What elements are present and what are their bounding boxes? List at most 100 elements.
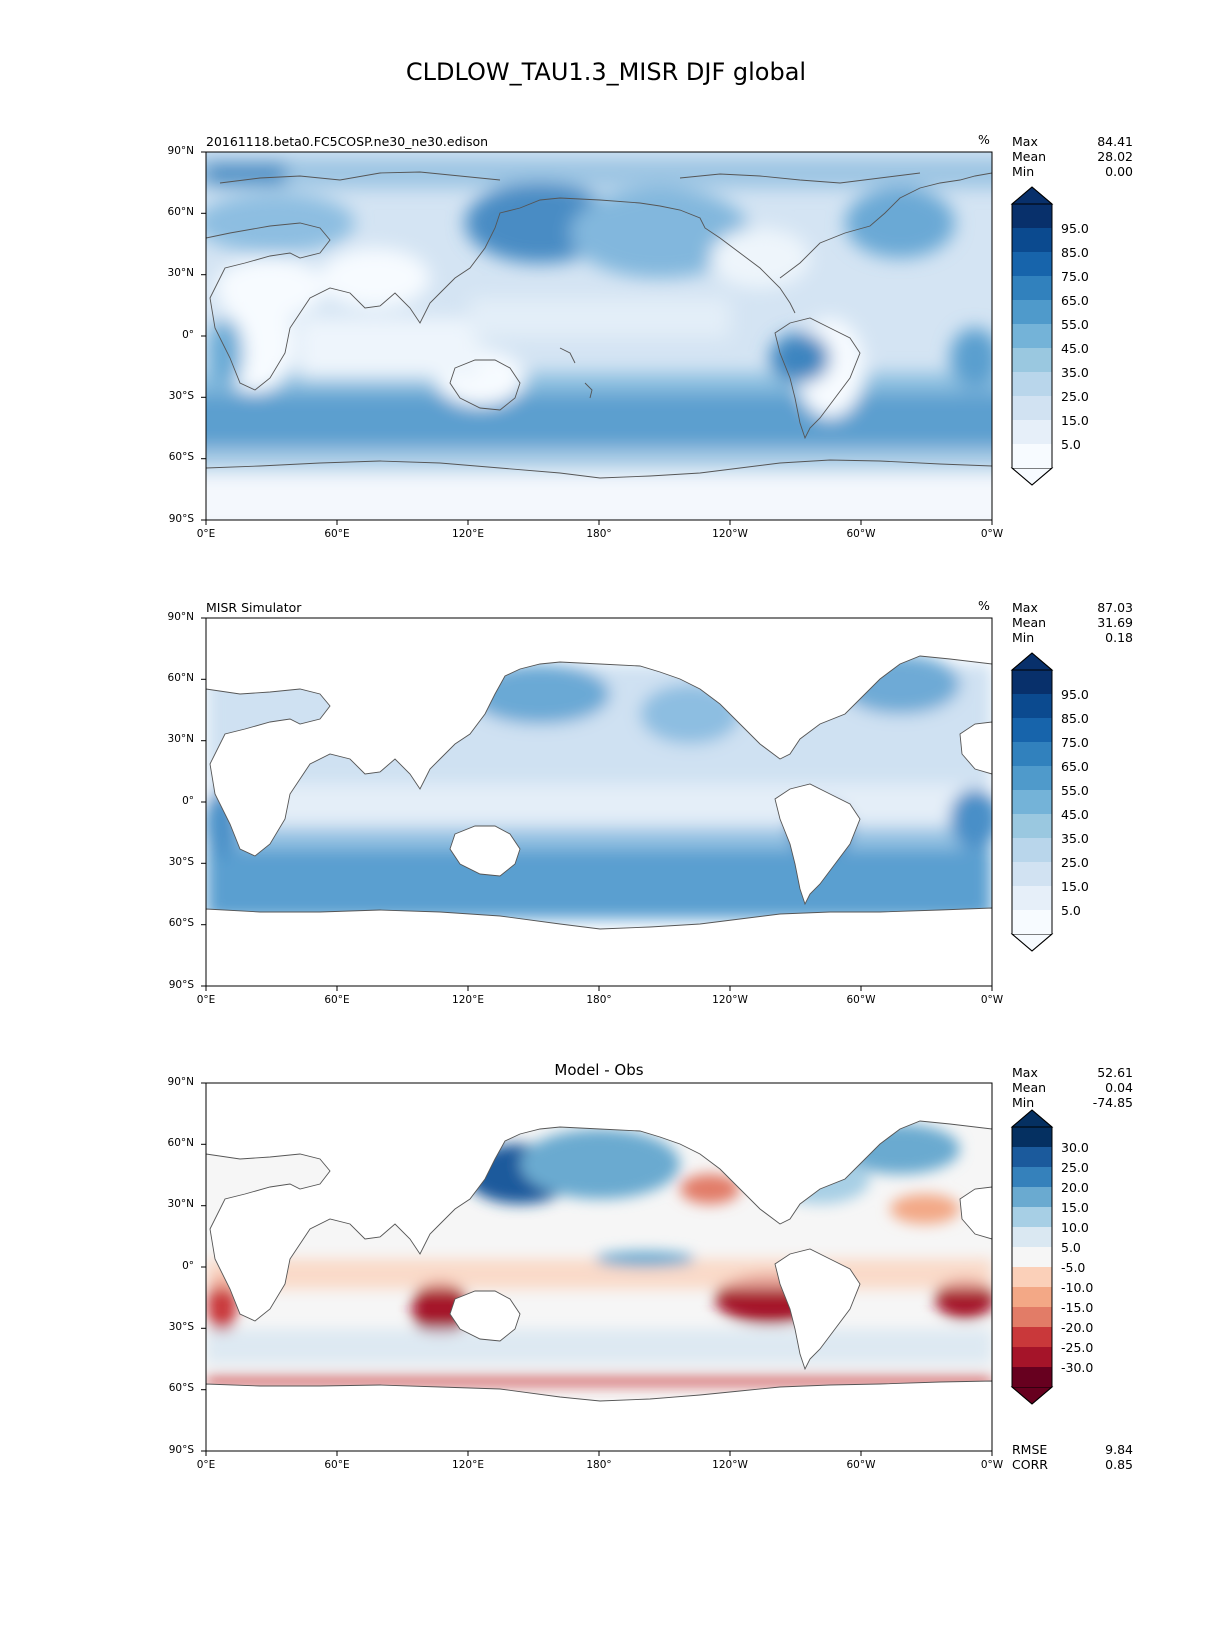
panel-model: 20161118.beta0.FC5COSP.ne30_ne30.edison …: [0, 128, 1212, 568]
stat-value-corr: 0.85: [1105, 1457, 1133, 1472]
stat-label-mean: Mean: [1012, 1080, 1047, 1095]
colorbar-label: 75.0: [1061, 735, 1089, 750]
colorbar-label: 85.0: [1061, 711, 1089, 726]
colorbar-label: -5.0: [1061, 1260, 1086, 1275]
lon-tick: 0°W: [980, 1459, 1004, 1471]
colorbar-label: 55.0: [1061, 783, 1089, 798]
stat-value-max: 87.03: [1097, 600, 1133, 615]
colorbar-label: 35.0: [1061, 831, 1089, 846]
colorbar-label: 15.0: [1061, 879, 1089, 894]
lon-tick: 0°E: [196, 1459, 216, 1471]
stat-value-min: 0.18: [1105, 630, 1133, 645]
colorbar-label: 95.0: [1061, 687, 1089, 702]
stat-value-rmse: 9.84: [1105, 1442, 1133, 1457]
colorbar-label: 35.0: [1061, 365, 1089, 380]
colorbar-model: [1010, 186, 1054, 486]
lat-tick: 90°N: [167, 145, 194, 157]
panel-left-title: 20161118.beta0.FC5COSP.ne30_ne30.edison: [206, 134, 489, 149]
map-plot-obs: [201, 617, 1054, 991]
lat-tick: 90°S: [168, 513, 194, 525]
lon-tick: 180°: [586, 1459, 612, 1471]
lat-tick: 30°S: [168, 1321, 194, 1333]
lon-tick: 120°W: [712, 1459, 748, 1471]
colorbar-diff: [1010, 1109, 1054, 1405]
colorbar-obs: [1010, 652, 1054, 952]
stat-label-max: Max: [1012, 600, 1038, 615]
colorbar-label: -20.0: [1061, 1320, 1094, 1335]
stat-value-mean: 31.69: [1097, 615, 1133, 630]
lon-tick: 60°E: [324, 994, 350, 1006]
colorbar-label: 95.0: [1061, 221, 1089, 236]
colorbar-label: 45.0: [1061, 807, 1089, 822]
colorbar-label: 10.0: [1061, 1220, 1089, 1235]
colorbar-label: 25.0: [1061, 1160, 1089, 1175]
lat-tick: 90°N: [167, 611, 194, 623]
stat-label-min: Min: [1012, 1095, 1035, 1110]
colorbar-label: 85.0: [1061, 245, 1089, 260]
lon-tick: 0°W: [980, 528, 1004, 540]
lat-tick: 60°N: [167, 1137, 194, 1149]
colorbar-label: 65.0: [1061, 293, 1089, 308]
colorbar-label: 55.0: [1061, 317, 1089, 332]
stat-label-min: Min: [1012, 630, 1035, 645]
stat-value-mean: 28.02: [1097, 149, 1133, 164]
colorbar-label: 20.0: [1061, 1180, 1089, 1195]
colorbar-label: -30.0: [1061, 1360, 1094, 1375]
stat-label-max: Max: [1012, 1065, 1038, 1080]
lon-tick: 120°E: [452, 528, 484, 540]
lat-tick: 60°N: [167, 206, 194, 218]
colorbar-label: 15.0: [1061, 413, 1089, 428]
map-plot-model: [201, 151, 1054, 525]
lon-tick: 120°E: [452, 994, 484, 1006]
panel-center-title: Model - Obs: [554, 1061, 644, 1079]
stat-value-min: -74.85: [1092, 1095, 1133, 1110]
lat-tick: 30°S: [168, 856, 194, 868]
lon-tick: 60°W: [846, 994, 876, 1006]
lon-tick: 180°: [586, 994, 612, 1006]
map-plot-diff: [201, 1082, 1054, 1456]
colorbar-label: 15.0: [1061, 1200, 1089, 1215]
lon-tick: 0°E: [196, 528, 216, 540]
lon-tick: 0°E: [196, 994, 216, 1006]
colorbar-label: 25.0: [1061, 855, 1089, 870]
lat-tick: 90°N: [167, 1076, 194, 1088]
lat-tick: 60°N: [167, 672, 194, 684]
lon-tick: 60°W: [846, 528, 876, 540]
stat-label-rmse: RMSE: [1012, 1442, 1048, 1457]
lon-tick: 60°E: [324, 1459, 350, 1471]
lon-tick: 120°W: [712, 994, 748, 1006]
lat-tick: 90°S: [168, 979, 194, 991]
panel-diff: Model - Obs Max 52.61 Mean 0.04 Min -74.…: [0, 1059, 1212, 1479]
colorbar-label: 5.0: [1061, 437, 1081, 452]
lat-tick: 0°: [182, 329, 194, 341]
stat-value-max: 52.61: [1097, 1065, 1133, 1080]
lon-tick: 180°: [586, 528, 612, 540]
colorbar-label: -25.0: [1061, 1340, 1094, 1355]
panel-left-title: MISR Simulator: [206, 600, 302, 615]
stat-label-corr: CORR: [1012, 1457, 1048, 1472]
colorbar-label: 5.0: [1061, 1240, 1081, 1255]
lon-tick: 60°E: [324, 528, 350, 540]
colorbar-label: 30.0: [1061, 1140, 1089, 1155]
stat-value-max: 84.41: [1097, 134, 1133, 149]
lon-tick: 0°W: [980, 994, 1004, 1006]
lon-tick: 120°E: [452, 1459, 484, 1471]
lat-tick: 60°S: [168, 1382, 194, 1394]
stat-label-max: Max: [1012, 134, 1038, 149]
lat-tick: 30°S: [168, 390, 194, 402]
colorbar-label: 65.0: [1061, 759, 1089, 774]
lon-tick: 60°W: [846, 1459, 876, 1471]
colorbar-label: -15.0: [1061, 1300, 1094, 1315]
lon-tick: 120°W: [712, 528, 748, 540]
lat-tick: 0°: [182, 795, 194, 807]
figure-title: CLDLOW_TAU1.3_MISR DJF global: [405, 58, 807, 86]
lat-tick: 30°N: [167, 733, 194, 745]
stat-label-mean: Mean: [1012, 615, 1047, 630]
colorbar-label: 75.0: [1061, 269, 1089, 284]
units-label: %: [978, 132, 990, 147]
lat-tick: 30°N: [167, 1198, 194, 1210]
lat-tick: 60°S: [168, 451, 194, 463]
panel-obs: MISR Simulator % Max 87.03 Mean 31.69 Mi…: [0, 594, 1212, 1034]
units-label: %: [978, 598, 990, 613]
colorbar-label: 5.0: [1061, 903, 1081, 918]
